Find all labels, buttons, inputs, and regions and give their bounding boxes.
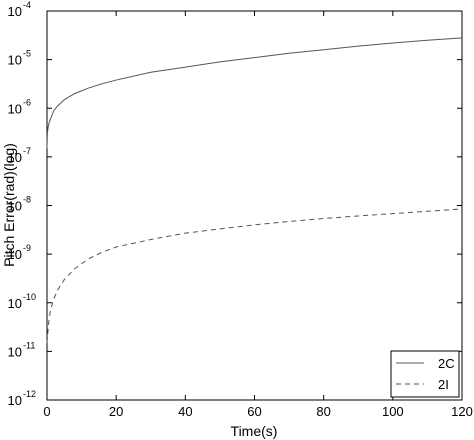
y-tick-exponent-5: -7 <box>23 146 31 156</box>
legend-box <box>390 350 460 398</box>
y-tick-label-6: 10 <box>8 101 22 116</box>
series-line-2I <box>46 208 463 343</box>
y-tick-exponent-2: -10 <box>23 292 36 302</box>
legend-label-2C: 2C <box>438 356 455 371</box>
x-axis-label: Time(s) <box>231 423 278 439</box>
y-tick-label-4: 10 <box>8 199 22 214</box>
x-tick-label-3: 60 <box>247 404 261 419</box>
x-tick-label-6: 120 <box>451 404 473 419</box>
y-tick-exponent-4: -8 <box>23 195 31 205</box>
y-tick-label-0: 10 <box>8 393 22 408</box>
y-tick-exponent-7: -5 <box>23 49 31 59</box>
x-tick-label-2: 40 <box>178 404 192 419</box>
tick-layer: 0 20 40 60 80 100 12010-1210-1110-1010-910-810… <box>8 0 473 419</box>
y-tick-label-2: 10 <box>8 296 22 311</box>
legend: 2C 2I <box>390 350 460 398</box>
y-tick-exponent-8: -4 <box>23 0 31 10</box>
y-tick-exponent-3: -9 <box>23 243 31 253</box>
y-tick-exponent-0: -12 <box>23 389 36 399</box>
x-tick-label-5: 100 <box>382 404 404 419</box>
plot-frame <box>46 10 463 401</box>
y-tick-label-7: 10 <box>8 53 22 68</box>
y-tick-label-8: 10 <box>8 4 22 19</box>
y-tick-exponent-6: -6 <box>23 97 31 107</box>
y-tick-exponent-1: -11 <box>23 340 35 350</box>
series-line-2C <box>46 37 463 149</box>
legend-label-2I: 2I <box>438 377 449 392</box>
y-tick-label-3: 10 <box>8 247 22 262</box>
x-tick-label-1: 20 <box>109 404 123 419</box>
y-tick-label-5: 10 <box>8 150 22 165</box>
x-tick-label-4: 80 <box>316 404 330 419</box>
series-layer <box>46 37 463 343</box>
y-axis-label: Pitch Error(rad)(log) <box>1 143 17 267</box>
x-tick-label-0: 0 <box>43 404 50 419</box>
y-tick-label-1: 10 <box>8 344 22 359</box>
